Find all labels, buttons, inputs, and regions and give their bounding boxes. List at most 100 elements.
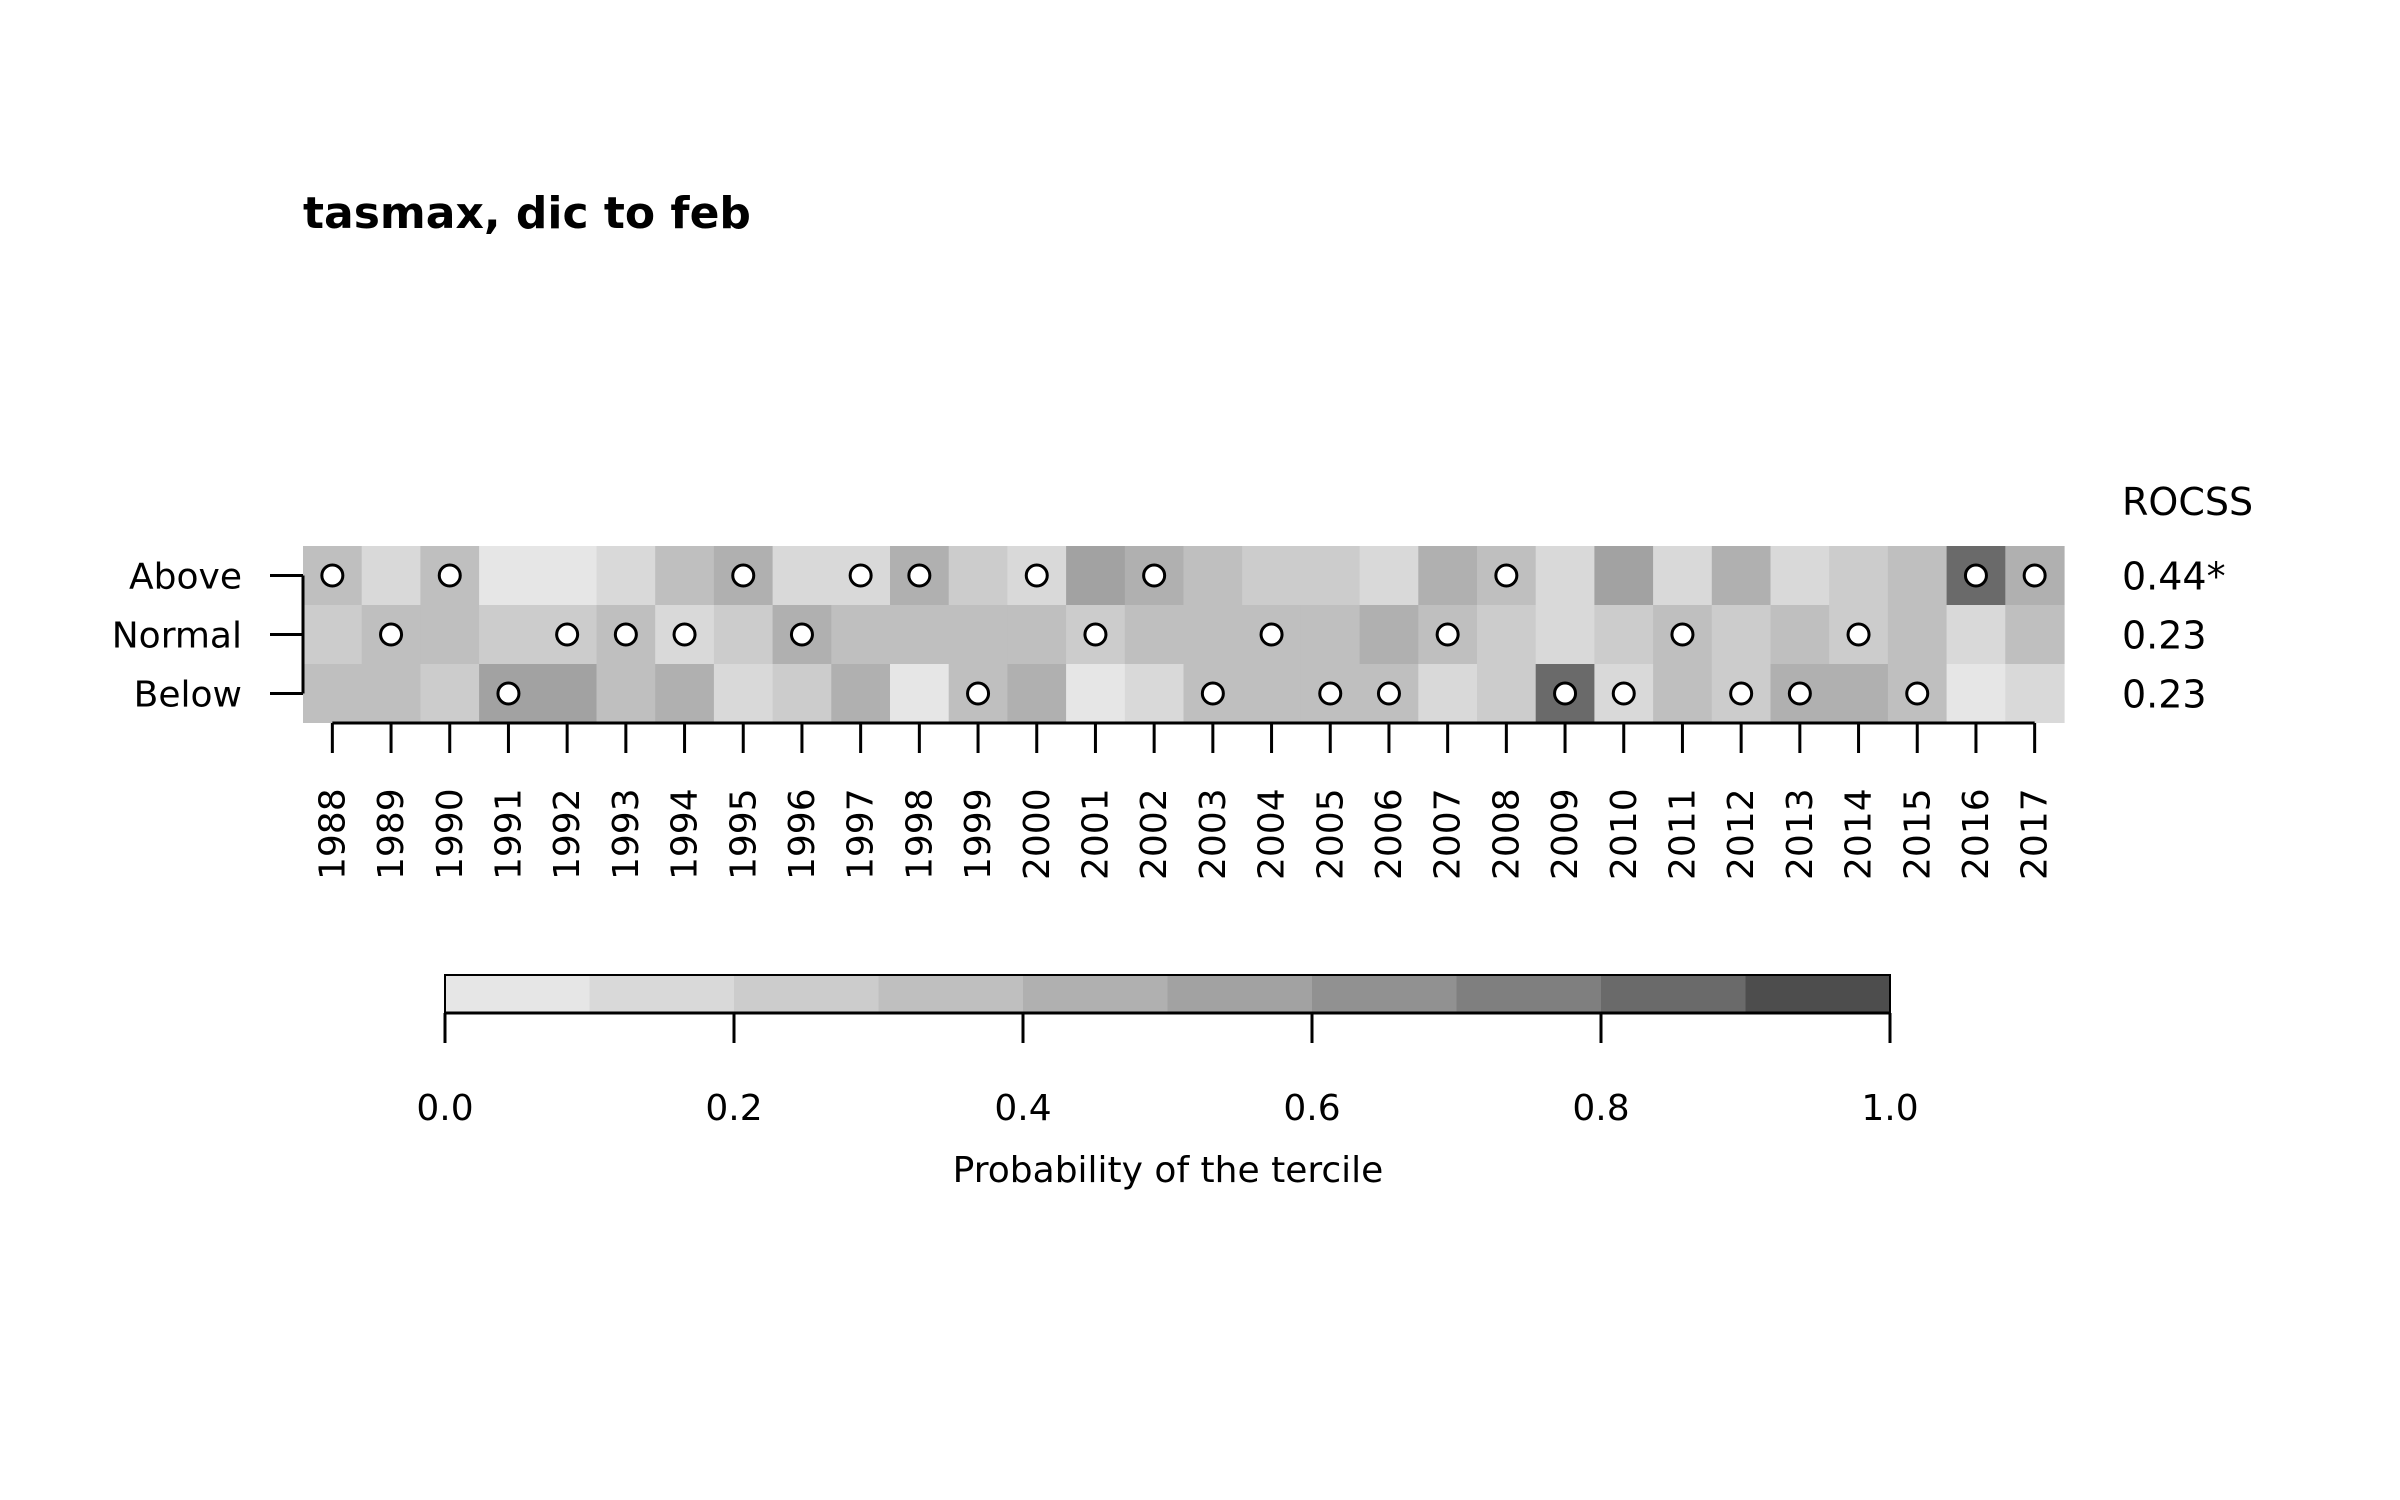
cell-above-2003 (1183, 546, 1243, 605)
observed-marker-below-1991 (496, 681, 521, 706)
year-label-2014: 2014 (1839, 788, 1880, 880)
cell-below-1996 (772, 664, 832, 723)
observed-markers (320, 563, 2047, 706)
year-label-1999: 1999 (958, 788, 999, 880)
cell-normal-1988 (303, 605, 363, 664)
colorbar-tick-label: 0.6 (1283, 1088, 1340, 1129)
colorbar-segment (878, 975, 1024, 1013)
year-label-2005: 2005 (1310, 788, 1351, 880)
year-label-2000: 2000 (1017, 788, 1058, 880)
observed-marker-normal-1993 (613, 622, 638, 647)
cell-normal-2008 (1477, 605, 1537, 664)
year-label-1997: 1997 (841, 788, 882, 880)
cell-above-2001 (1066, 546, 1126, 605)
cell-normal-1998 (890, 605, 950, 664)
year-label-2001: 2001 (1075, 788, 1116, 880)
year-label-2009: 2009 (1545, 788, 1586, 880)
year-label-1995: 1995 (723, 788, 764, 880)
year-label-2012: 2012 (1721, 788, 1762, 880)
cell-normal-2005 (1300, 605, 1361, 664)
observed-marker-below-2005 (1318, 681, 1343, 706)
observed-marker-below-2009 (1553, 681, 1578, 706)
colorbar-segment (1167, 975, 1313, 1013)
cell-above-2013 (1770, 546, 1830, 605)
cell-normal-1997 (831, 605, 891, 664)
colorbar-segment (734, 975, 879, 1013)
colorbar-tick-label: 1.0 (1861, 1088, 1918, 1129)
cell-below-1997 (831, 664, 891, 723)
colorbar-label: Probability of the tercile (953, 1150, 1384, 1191)
cell-below-1988 (303, 664, 363, 723)
year-label-1996: 1996 (782, 788, 823, 880)
observed-marker-below-2010 (1611, 681, 1636, 706)
observed-marker-below-1999 (966, 681, 991, 706)
observed-marker-normal-2001 (1083, 622, 1108, 647)
observed-marker-above-2000 (1024, 563, 1049, 588)
year-label-1998: 1998 (899, 788, 940, 880)
observed-marker-below-2003 (1200, 681, 1225, 706)
year-label-2008: 2008 (1486, 788, 1527, 880)
observed-marker-below-2013 (1787, 681, 1812, 706)
cell-normal-2009 (1535, 605, 1595, 664)
colorbar: 0.0 0.2 0.4 0.6 0.8 1.0 (416, 974, 1919, 1129)
cell-normal-2012 (1711, 605, 1772, 664)
observed-marker-normal-2004 (1259, 622, 1284, 647)
cell-above-1992 (537, 546, 598, 605)
year-axis: 1988 1989 1990 1991 1992 1993 1994 1995 1996 1997… (312, 721, 2056, 880)
tercile-axis: Above Normal Below (112, 557, 305, 716)
year-label-2007: 2007 (1428, 788, 1469, 880)
colorbar-tick-label: 0.8 (1572, 1088, 1629, 1129)
colorbar-tick-label: 0.0 (416, 1088, 473, 1129)
cell-below-1998 (890, 664, 950, 723)
cell-below-2014 (1829, 664, 1889, 723)
colorbar-tick-label: 0.4 (994, 1088, 1051, 1129)
year-label-1992: 1992 (547, 788, 588, 880)
observed-marker-normal-2014 (1846, 622, 1871, 647)
cell-normal-2002 (1124, 605, 1185, 664)
cell-below-2000 (1007, 664, 1067, 723)
cell-normal-2016 (1946, 605, 2006, 664)
observed-marker-below-2012 (1729, 681, 1754, 706)
observed-marker-above-2002 (1142, 563, 1167, 588)
cell-above-2014 (1829, 546, 1889, 605)
cell-below-2011 (1653, 664, 1713, 723)
cell-below-1992 (537, 664, 598, 723)
cell-above-2010 (1594, 546, 1654, 605)
year-label-2015: 2015 (1897, 788, 1938, 880)
cell-below-2017 (2005, 664, 2065, 723)
cell-above-2012 (1711, 546, 1772, 605)
observed-marker-above-2016 (1963, 563, 1988, 588)
observed-marker-above-1988 (320, 563, 345, 588)
cell-above-2004 (1242, 546, 1302, 605)
year-label-1990: 1990 (430, 788, 471, 880)
chart-title: tasmax, dic to feb (303, 188, 751, 239)
colorbar-segment (1312, 975, 1457, 1013)
cell-above-2005 (1300, 546, 1361, 605)
observed-marker-normal-1996 (789, 622, 814, 647)
cell-below-2002 (1124, 664, 1185, 723)
cell-above-1994 (655, 546, 715, 605)
year-label-2004: 2004 (1252, 788, 1293, 880)
cell-normal-1991 (479, 605, 539, 664)
observed-marker-normal-1992 (555, 622, 580, 647)
cell-above-1991 (479, 546, 539, 605)
observed-marker-below-2006 (1376, 681, 1401, 706)
colorbar-tick-label: 0.2 (705, 1088, 762, 1129)
cell-below-2008 (1477, 664, 1537, 723)
observed-marker-above-1995 (731, 563, 756, 588)
cell-above-2015 (1887, 546, 1948, 605)
observed-marker-normal-2011 (1670, 622, 1695, 647)
colorbar-segment (445, 975, 590, 1013)
observed-marker-above-1997 (848, 563, 873, 588)
year-label-1991: 1991 (488, 788, 529, 880)
cell-normal-2017 (2005, 605, 2065, 664)
year-label-2003: 2003 (1193, 788, 1234, 880)
cell-below-2016 (1946, 664, 2006, 723)
year-label-2006: 2006 (1369, 788, 1410, 880)
cell-normal-2003 (1183, 605, 1243, 664)
tercile-label-normal: Normal (112, 616, 242, 657)
observed-marker-normal-1994 (672, 622, 697, 647)
cell-above-2007 (1418, 546, 1478, 605)
year-label-2016: 2016 (1956, 788, 1997, 880)
